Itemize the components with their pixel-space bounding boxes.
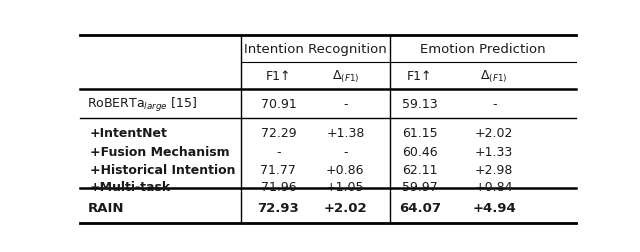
Text: 64.07: 64.07 bbox=[399, 201, 441, 214]
Text: +4.94: +4.94 bbox=[472, 201, 516, 214]
Text: +0.86: +0.86 bbox=[326, 163, 365, 176]
Text: $\Delta_{(F1)}$: $\Delta_{(F1)}$ bbox=[481, 68, 508, 85]
Text: F1↑: F1↑ bbox=[266, 70, 291, 83]
Text: 71.96: 71.96 bbox=[260, 180, 296, 193]
Text: 70.91: 70.91 bbox=[260, 98, 296, 111]
Text: 71.77: 71.77 bbox=[260, 163, 296, 176]
Text: +1.38: +1.38 bbox=[326, 127, 365, 140]
Text: RoBERTa$_{large}$ [15]: RoBERTa$_{large}$ [15] bbox=[88, 96, 198, 113]
Text: 60.46: 60.46 bbox=[402, 145, 438, 158]
Text: 62.11: 62.11 bbox=[402, 163, 438, 176]
Text: +Historical Intention: +Historical Intention bbox=[90, 163, 236, 176]
Text: 72.29: 72.29 bbox=[260, 127, 296, 140]
Text: +2.02: +2.02 bbox=[324, 201, 367, 214]
Text: +1.05: +1.05 bbox=[326, 180, 365, 193]
Text: Intention Recognition: Intention Recognition bbox=[244, 43, 387, 56]
Text: 59.97: 59.97 bbox=[402, 180, 438, 193]
Text: +1.33: +1.33 bbox=[475, 145, 513, 158]
Text: 72.93: 72.93 bbox=[257, 201, 300, 214]
Text: +IntentNet: +IntentNet bbox=[90, 127, 168, 140]
Text: +2.02: +2.02 bbox=[475, 127, 513, 140]
Text: +Fusion Mechanism: +Fusion Mechanism bbox=[90, 145, 230, 158]
Text: 59.13: 59.13 bbox=[402, 98, 438, 111]
Text: +0.84: +0.84 bbox=[475, 180, 513, 193]
Text: F1↑: F1↑ bbox=[407, 70, 433, 83]
Text: -: - bbox=[343, 98, 348, 111]
Text: -: - bbox=[492, 98, 497, 111]
Text: RAIN: RAIN bbox=[88, 201, 124, 214]
Text: 61.15: 61.15 bbox=[402, 127, 438, 140]
Text: +Multi-task: +Multi-task bbox=[90, 180, 171, 193]
Text: -: - bbox=[276, 145, 281, 158]
Text: $\Delta_{(F1)}$: $\Delta_{(F1)}$ bbox=[332, 68, 359, 85]
Text: +2.98: +2.98 bbox=[475, 163, 513, 176]
Text: -: - bbox=[343, 145, 348, 158]
Text: Emotion Prediction: Emotion Prediction bbox=[420, 43, 546, 56]
